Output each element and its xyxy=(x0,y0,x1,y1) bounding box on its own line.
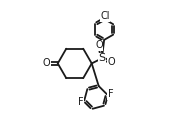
Text: F: F xyxy=(78,97,84,107)
Text: F: F xyxy=(108,89,113,99)
Text: O: O xyxy=(107,57,115,67)
Text: Cl: Cl xyxy=(100,11,110,21)
Text: O: O xyxy=(43,58,50,68)
Text: S: S xyxy=(99,53,106,63)
Text: O: O xyxy=(95,40,103,50)
